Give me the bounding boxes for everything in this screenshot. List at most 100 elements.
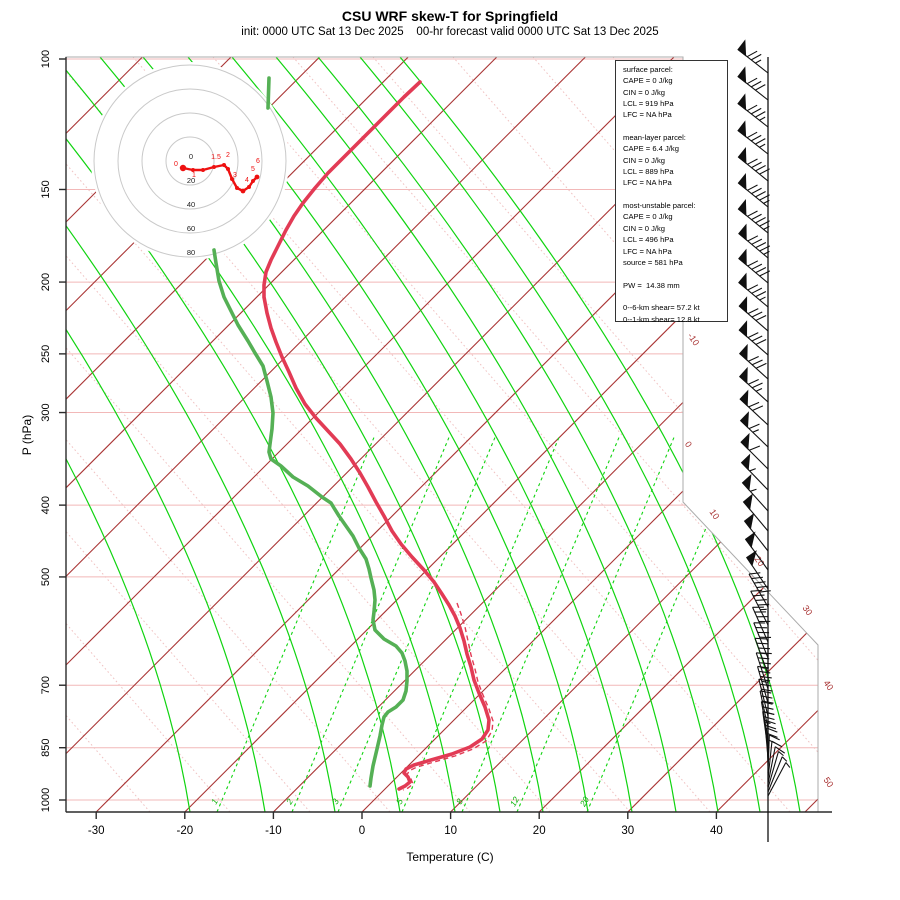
wind-barb [737,93,769,128]
wind-barb [754,637,772,675]
barb-full [761,701,773,705]
barb-full [774,746,786,754]
barb-shaft [767,746,776,785]
barb-full [756,585,769,589]
y-tick-label: 500 [40,568,52,586]
wind-barb [737,120,769,155]
wind-barb [744,531,769,571]
axes [59,57,832,819]
y-tick-label: 700 [40,676,52,694]
parcel-box-line: source = 581 hPa [623,257,683,267]
barb-full [755,362,767,369]
barb-full [754,637,767,640]
barb-full [751,311,763,318]
barb-pennant [737,147,747,165]
barb-full [759,690,772,694]
parcel-box-line: CAPE = 0 J/kg [623,76,673,86]
barb-pennant [738,343,748,362]
isotherm-edge-label: 0 [683,439,694,449]
y-tick-label: 150 [40,180,52,198]
barb-half [760,608,767,611]
dry-adiabat-line [66,57,551,812]
isotherm-edge-label: 20 [752,554,766,568]
x-tick-label: -10 [265,825,282,837]
y-tick-label: 250 [40,345,52,363]
isotherm-edge-label: 10 [707,507,721,521]
barb-full [747,210,758,217]
hodograph-trace-dot [254,174,260,180]
hodograph-ring [165,136,215,186]
wind-barb [740,432,769,470]
barb-full [752,606,764,608]
wind-barb [739,389,769,426]
moist-adiabat-line [399,57,801,812]
moist-adiabat-line [275,57,677,812]
barb-full [747,332,759,339]
moist-adiabat-line [66,57,336,812]
barb-full [746,104,758,112]
parcel-box-line: LFC = NA hPa [623,246,672,256]
parcel-box-line: 0--6-km shear= 57.2 kt [623,303,700,313]
barb-full [757,631,770,634]
barb-full [750,107,762,115]
isotherm-line [66,57,498,812]
barb-pennant [737,199,747,217]
barb-full [751,263,763,270]
barb-full [755,627,768,629]
barb-full [763,715,775,721]
isotherm-edge-label: -10 [686,331,702,347]
moist-adiabat-line [317,57,719,812]
hodograph-trace-dot [222,163,226,167]
dry-adiabat-line [292,57,818,812]
dry-adiabat-line [772,57,818,812]
barb-shaft [767,741,773,780]
barb-full [750,80,762,88]
barb-full [757,603,770,606]
hodograph-trace-dot [201,168,205,172]
barb-full [764,724,777,730]
barb-full [746,131,758,139]
parcel-box-line [623,189,727,200]
isotherm-edge-label: 40 [821,678,835,692]
barb-full [751,213,762,221]
barb-full [764,719,776,725]
barb-pennant [738,223,747,241]
barb-pennant [742,493,753,511]
parcel-box-line: LFC = NA hPa [623,178,672,188]
barb-full [754,581,766,584]
hodograph-ring-label: 0 [189,152,193,161]
dry-adiabat-line [132,57,791,812]
barb-half [763,225,770,230]
mixing-ratio-labels: 1 2 3 5 8 12 20 [209,795,591,809]
barb-full [760,675,772,679]
wind-barb [740,453,769,491]
hodograph-km-label: 3 [233,172,237,179]
barb-half [781,756,788,762]
hodograph-trace-dot [191,168,195,172]
parcel-diagnostics-box: surface parcel: CAPE = 0 J/kg CIN = 0 J/kg… [615,60,728,324]
barb-full [748,401,760,408]
parcel-box-line: mean-layer parcel: [623,133,686,143]
barb-half [785,762,791,768]
hodograph-ring [93,64,287,258]
barb-shaft [767,762,787,797]
hodograph-ring [117,88,263,234]
wind-barb [750,589,770,626]
barb-shaft [752,607,769,643]
wind-barb [742,493,769,532]
isotherm-line [450,57,818,812]
moist-adiabat-line [66,57,266,812]
barb-half [761,680,769,683]
parcel-box-line: CAPE = 0 J/kg [623,212,673,222]
barb-pennant [743,512,755,530]
y-tick-label: 400 [40,496,52,514]
wind-barb [767,740,783,780]
parcel-box-line: most-unstable parcel: [623,201,696,211]
barb-full [762,706,774,710]
barb-pennant [737,93,747,111]
moist-adiabat-line [231,57,633,812]
moist-adiabat-line [359,57,761,812]
barb-full [759,168,770,175]
barb-shaft [767,756,783,793]
parcel-box-line: CAPE = 6.4 J/kg [623,144,679,154]
